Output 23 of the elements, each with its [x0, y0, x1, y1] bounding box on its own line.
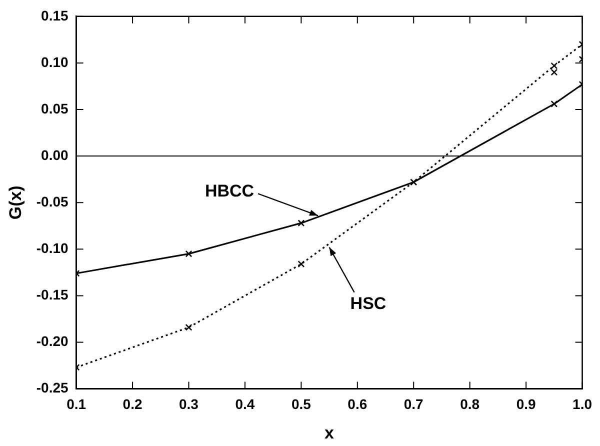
- annotation: HSC: [350, 294, 386, 313]
- y-tick-label: -0.05: [36, 193, 69, 210]
- x-tick-label: 0.5: [291, 396, 312, 412]
- y-tick-label: 0.10: [41, 54, 69, 70]
- x-tick-label: 0.6: [348, 396, 368, 412]
- y-axis-title: G(x): [6, 186, 25, 220]
- x-tick-label: 0.1: [66, 396, 86, 412]
- y-tick-label: 0.15: [41, 7, 69, 24]
- x-tick-label: 0.3: [179, 396, 199, 412]
- annotation: HBCC: [204, 181, 254, 200]
- x-tick-label: 0.8: [460, 396, 480, 412]
- x-tick-label: 1.0: [572, 396, 592, 412]
- x-tick-label: 0.9: [516, 396, 536, 412]
- y-tick-label: -0.25: [36, 380, 69, 396]
- y-tick-label: -0.10: [36, 240, 69, 256]
- y-tick-label: -0.20: [36, 333, 69, 350]
- x-tick-label: 0.4: [235, 396, 255, 412]
- x-tick-label: 0.2: [122, 396, 142, 412]
- y-tick-label: 0.05: [41, 100, 69, 116]
- y-tick-label: -0.15: [36, 286, 69, 303]
- y-tick-label: 0.00: [41, 146, 69, 163]
- x-axis-title: x: [324, 423, 335, 442]
- x-tick-label: 0.7: [404, 396, 424, 412]
